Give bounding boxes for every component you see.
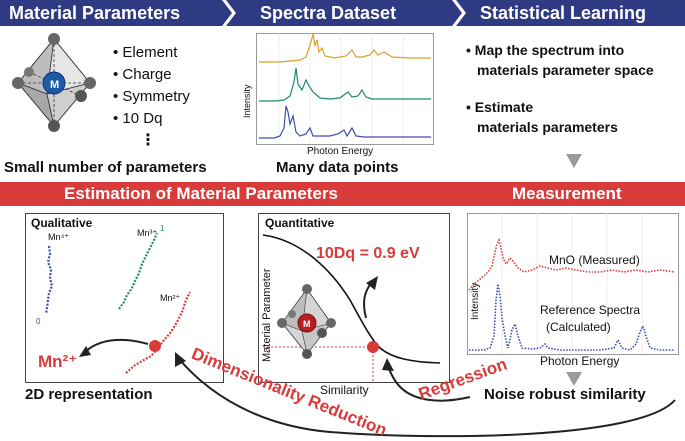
measurement-plot [467,213,679,355]
qualitative-result-arrow [84,338,149,353]
learning-bullet1-line2: materials parameter space [477,62,654,78]
param-10dq: • 10 Dq [113,110,163,127]
quantitative-title: Quantitative [265,216,335,230]
qualitative-result: Mn²⁺ [38,352,78,371]
step1-label: Material Parameters [9,3,181,23]
measured-spectrum [468,237,676,291]
step-statistical-learning: Statistical Learning [456,0,685,26]
regression-arrow [387,365,471,402]
measured-point-qualitative [149,340,161,352]
learning-bullet2-line2: materials parameters [477,119,618,135]
cluster-mn2 [125,291,191,374]
mn3-label: Mn³⁺ [137,228,158,238]
spectra-caption: Many data points [276,159,399,176]
estimation-title: Estimation of Material Parameters [64,184,338,203]
measured-label: MnO (Measured) [549,253,640,267]
step2-label: Spectra Dataset [260,3,397,23]
quantitative-result: 10Dq = 0.9 eV [316,245,420,262]
learning-bullet1-line1: • Map the spectrum into [466,42,625,58]
octahedron-small-icon [277,284,336,359]
measurement-caption: Noise robust similarity [484,386,646,403]
octahedron-icon [12,33,96,132]
reference-label-line2: (Calculated) [546,320,611,334]
quantitative-plot [258,213,450,383]
param-ellipsis: ⋮ [140,132,156,149]
reference-label-line1: Reference Spectra [540,303,641,317]
regression-curve [262,234,441,364]
dimensionality-arrow [179,359,676,438]
spectrum-series-blue [259,105,431,139]
measured-point-quantitative [367,341,379,353]
param-charge: • Charge [113,66,172,83]
step-material-parameters: Material Parameters [0,0,232,26]
spectra-dataset-plot [256,33,434,145]
measurement-ylabel: Intensity [470,283,481,320]
qualitative-plot [25,213,224,383]
qual-tick-1: 1 [160,224,165,233]
param-symmetry: • Symmetry [113,88,190,105]
step-spectra-dataset: Spectra Dataset [226,0,462,26]
reference-spectrum [469,283,675,351]
learning-bullet2-line1: • Estimate [466,99,534,115]
params-caption: Small number of parameters [4,159,207,176]
measurement-xlabel: Photon Energy [540,354,620,368]
mn2-label: Mn²⁺ [160,293,181,303]
quantitative-xlabel: Similarity [320,383,369,397]
cluster-mn3 [118,232,159,310]
spectrum-series-orange [259,33,431,63]
estimation-bar: Estimation of Material Parameters [0,182,488,206]
qualitative-caption: 2D representation [25,386,153,403]
quant-octahedron-center-label: M [303,319,311,329]
spectrum-series-teal [259,67,431,102]
mn4-label: Mn⁴⁺ [48,232,70,242]
cluster-mn4 [44,245,54,315]
measurement-bar: Measurement [460,182,685,206]
spectra-ylabel: Intensity [242,84,252,118]
spectra-xlabel: Photon Energy [307,146,374,157]
qualitative-title: Qualitative [31,216,93,230]
param-element: • Element [113,44,178,61]
octahedron-center-label: M [50,79,59,91]
measurement-title: Measurement [512,184,622,203]
quantitative-ylabel: Material Parameter [261,268,273,362]
qual-tick-0: 0 [36,317,41,326]
step3-label: Statistical Learning [480,3,647,23]
